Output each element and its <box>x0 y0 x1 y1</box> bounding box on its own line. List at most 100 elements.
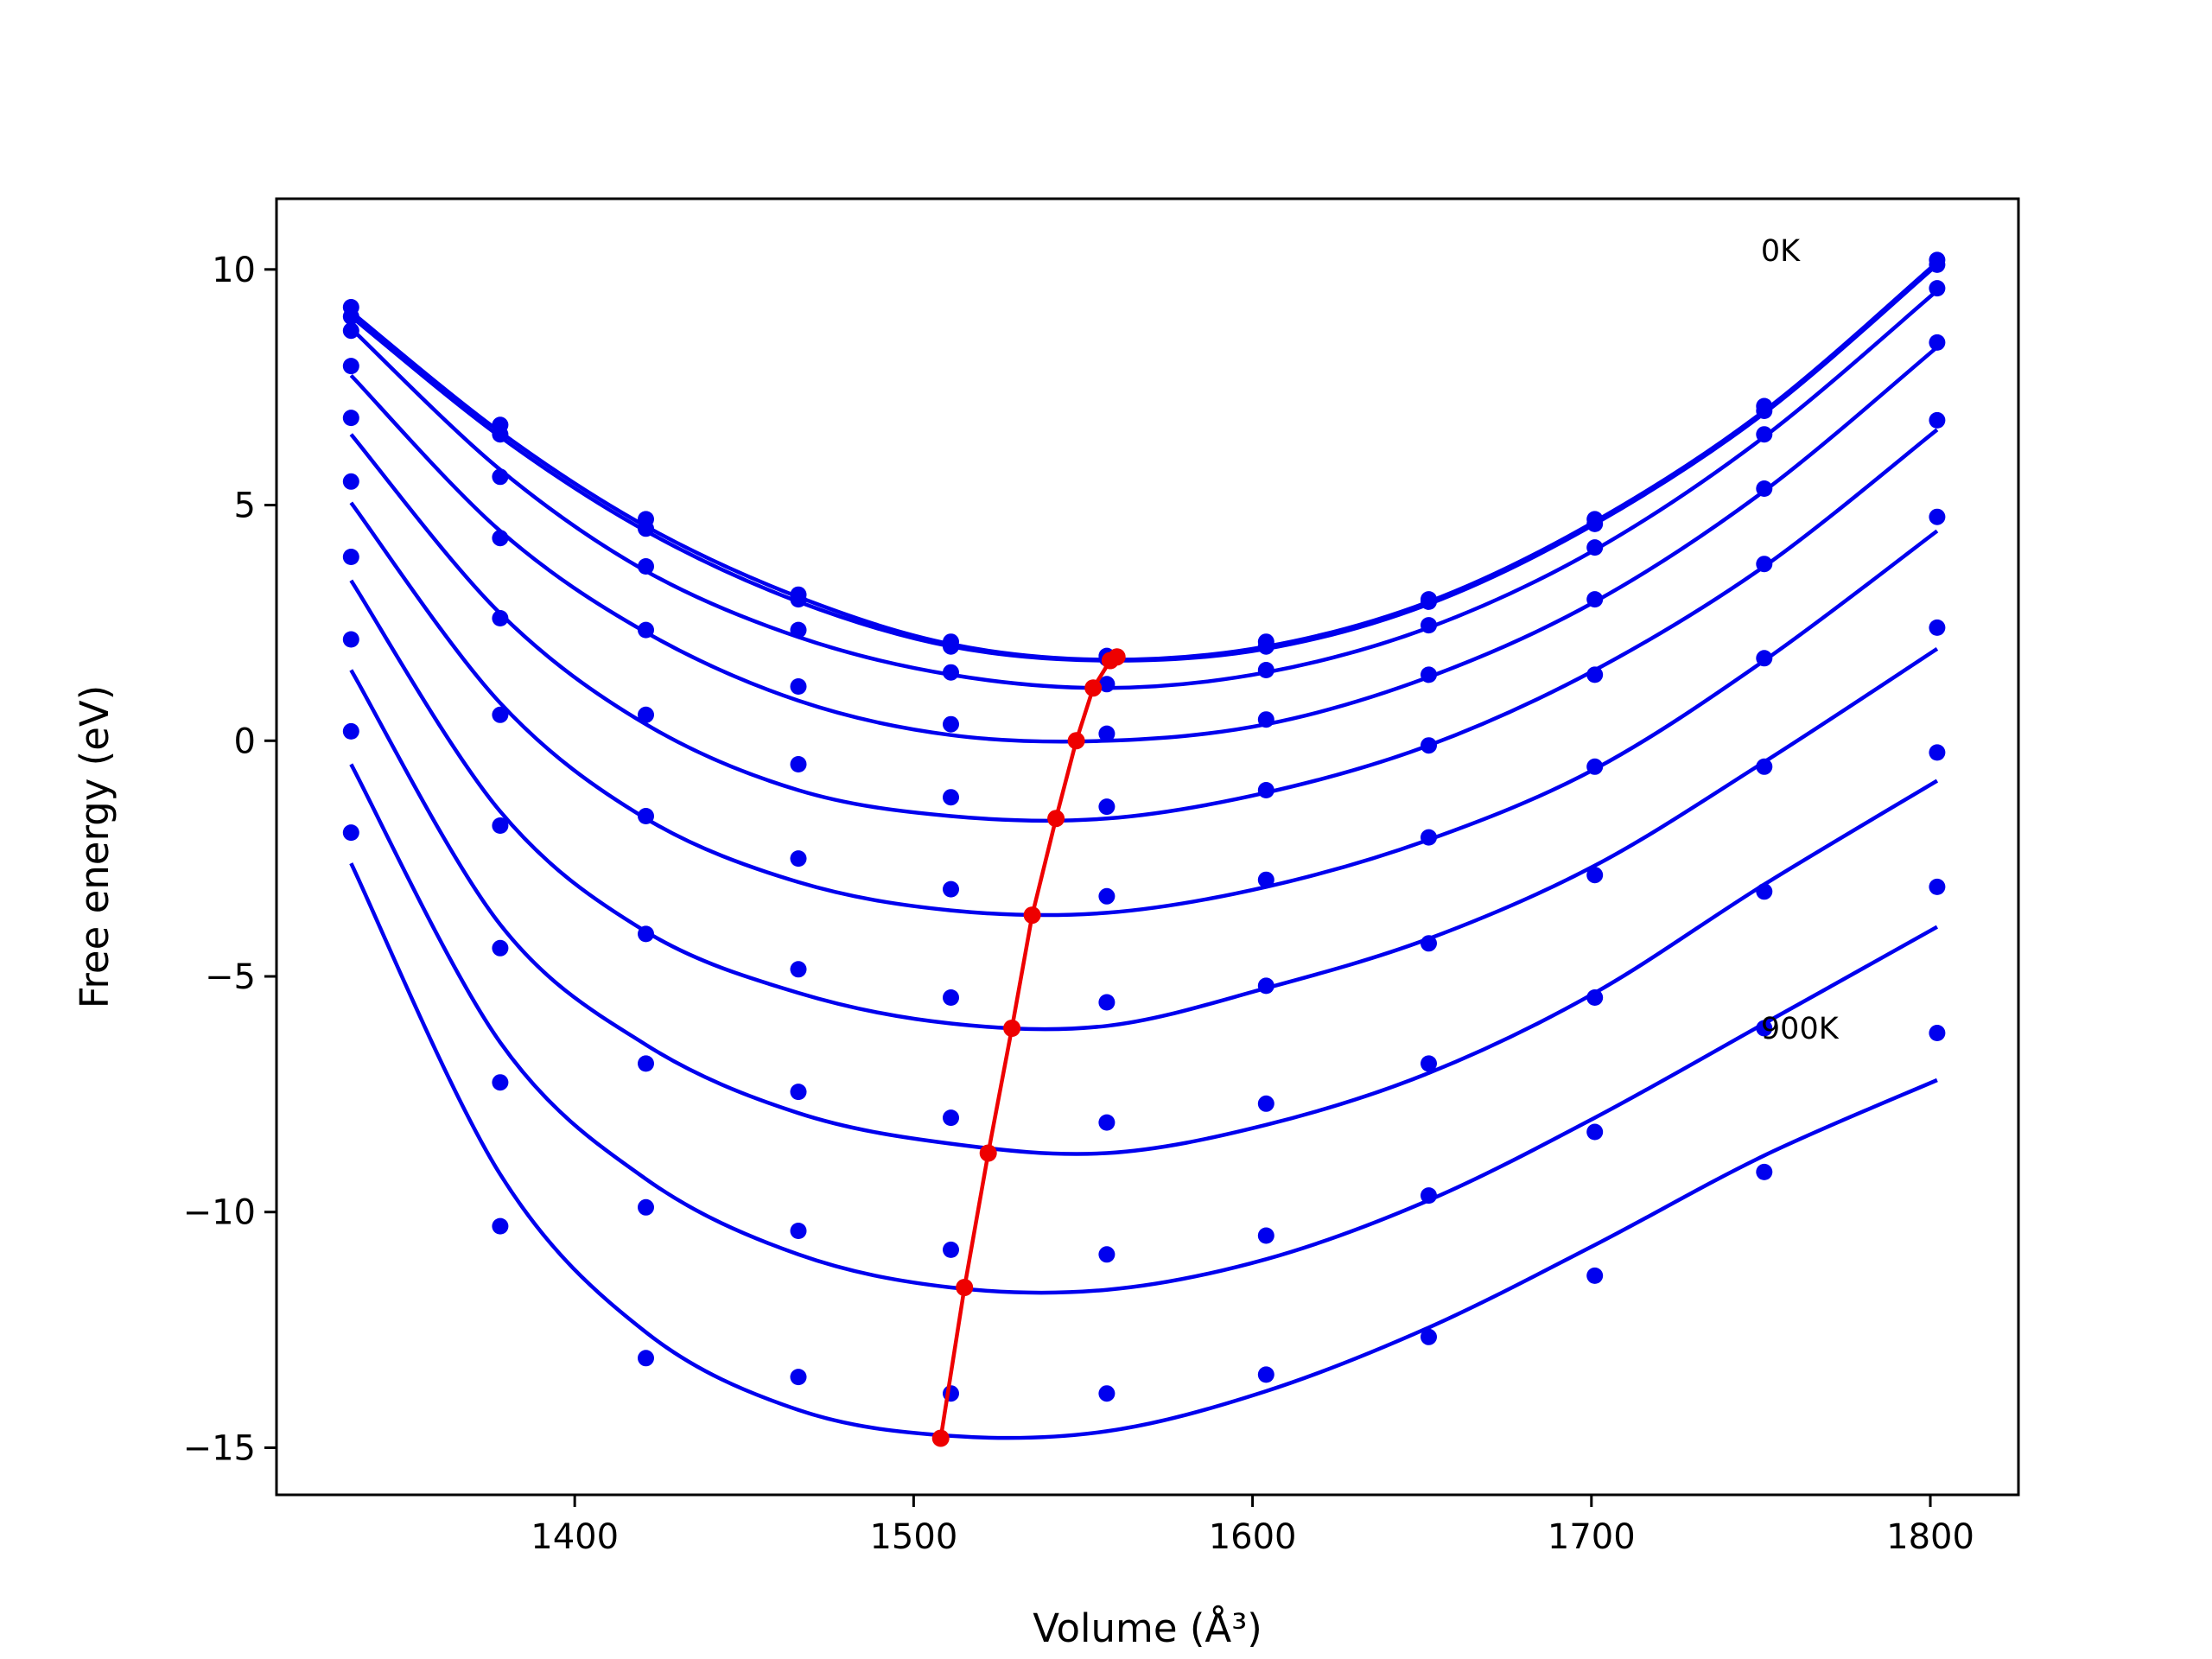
series-3 <box>342 334 1946 744</box>
y-tick-label: 5 <box>234 486 256 526</box>
data-point <box>1257 871 1274 888</box>
data-point <box>638 925 654 943</box>
data-point <box>342 473 359 490</box>
data-point <box>1756 758 1773 775</box>
data-point <box>638 808 654 824</box>
fit-curve-1 <box>349 263 1939 663</box>
data-point <box>342 549 359 565</box>
minimum-point <box>1023 906 1041 925</box>
data-point <box>1756 1163 1773 1180</box>
data-point <box>1756 480 1773 497</box>
data-point <box>638 558 654 575</box>
data-point <box>1098 887 1116 905</box>
data-point <box>943 638 959 655</box>
data-point <box>943 1109 959 1127</box>
data-point <box>1756 403 1773 419</box>
data-point <box>492 530 509 547</box>
data-point <box>1098 1246 1116 1263</box>
data-point <box>790 591 807 608</box>
data-point <box>1756 1020 1773 1037</box>
data-point <box>790 961 807 978</box>
fit-curve-3 <box>349 346 1939 744</box>
data-point <box>1929 878 1946 895</box>
data-point <box>1098 676 1116 693</box>
data-point <box>1421 1328 1437 1345</box>
series-6 <box>342 549 1946 1032</box>
data-point <box>492 610 509 626</box>
minimum-point <box>1003 1020 1021 1037</box>
fit-curve-7 <box>349 669 1939 1156</box>
x-tick-label: 1600 <box>1209 1517 1297 1557</box>
data-point <box>492 939 509 957</box>
x-tick-label: 1500 <box>869 1517 957 1557</box>
data-point <box>1756 426 1773 443</box>
series-7 <box>342 631 1946 1156</box>
data-point <box>638 706 654 723</box>
series-8 <box>342 722 1946 1295</box>
data-point <box>790 1084 807 1101</box>
series-2 <box>342 280 1946 693</box>
minimum-point <box>931 1429 950 1447</box>
data-point <box>1586 515 1604 532</box>
data-point <box>1929 619 1946 636</box>
data-point <box>1929 411 1946 429</box>
data-point <box>790 621 807 639</box>
minima-layer <box>931 648 1126 1447</box>
data-point <box>638 1198 654 1216</box>
data-point <box>1098 1385 1116 1402</box>
minimum-point <box>1084 679 1103 697</box>
temperature-annotation: 900K <box>1761 1012 1840 1046</box>
temperature-annotation: 0K <box>1761 234 1801 269</box>
series-4 <box>342 410 1946 823</box>
data-point <box>943 664 959 681</box>
series-9 <box>342 824 1946 1440</box>
data-point <box>1257 1095 1274 1112</box>
data-point <box>1257 782 1274 798</box>
y-tick-label: −10 <box>183 1193 256 1233</box>
data-point <box>1586 867 1604 884</box>
y-tick-label: 0 <box>234 721 256 761</box>
data-point <box>492 1217 509 1235</box>
y-axis-label: Free energy (eV) <box>72 685 118 1008</box>
data-point <box>1257 711 1274 728</box>
data-point <box>790 850 807 868</box>
data-point <box>1756 556 1773 573</box>
data-point <box>943 880 959 898</box>
data-point <box>943 1241 959 1258</box>
data-point <box>1421 593 1437 610</box>
data-point <box>638 1055 654 1072</box>
data-point <box>638 1350 654 1367</box>
x-axis-label: Volume (Å³) <box>1033 1605 1262 1651</box>
y-axis-ticks: −15 −10 −5 0 5 10 <box>183 251 276 1468</box>
data-point <box>790 1223 807 1239</box>
data-point <box>1257 977 1274 995</box>
data-point <box>1586 1123 1604 1141</box>
fit-curve-6 <box>349 579 1939 1032</box>
data-point <box>1929 256 1946 273</box>
minimum-point <box>956 1279 974 1296</box>
data-point <box>943 789 959 806</box>
series-5 <box>342 473 1946 918</box>
data-point <box>1586 1267 1604 1284</box>
minimum-point <box>1067 732 1085 750</box>
data-point <box>1929 508 1946 525</box>
data-point <box>1586 758 1604 775</box>
data-point <box>790 1369 807 1386</box>
data-point <box>1257 1366 1274 1383</box>
data-point <box>1098 725 1116 742</box>
data-point <box>1421 829 1437 846</box>
minimum-point <box>979 1144 997 1162</box>
data-point <box>1586 591 1604 608</box>
data-point <box>1756 883 1773 900</box>
data-point <box>492 706 509 723</box>
data-point <box>492 817 509 834</box>
data-point <box>1421 1187 1437 1205</box>
y-tick-label: 10 <box>212 251 256 290</box>
data-point <box>1929 744 1946 761</box>
minimum-point <box>1108 648 1126 666</box>
data-point <box>1586 666 1604 683</box>
data-point <box>492 426 509 443</box>
data-point <box>342 824 359 842</box>
data-point <box>1421 737 1437 754</box>
